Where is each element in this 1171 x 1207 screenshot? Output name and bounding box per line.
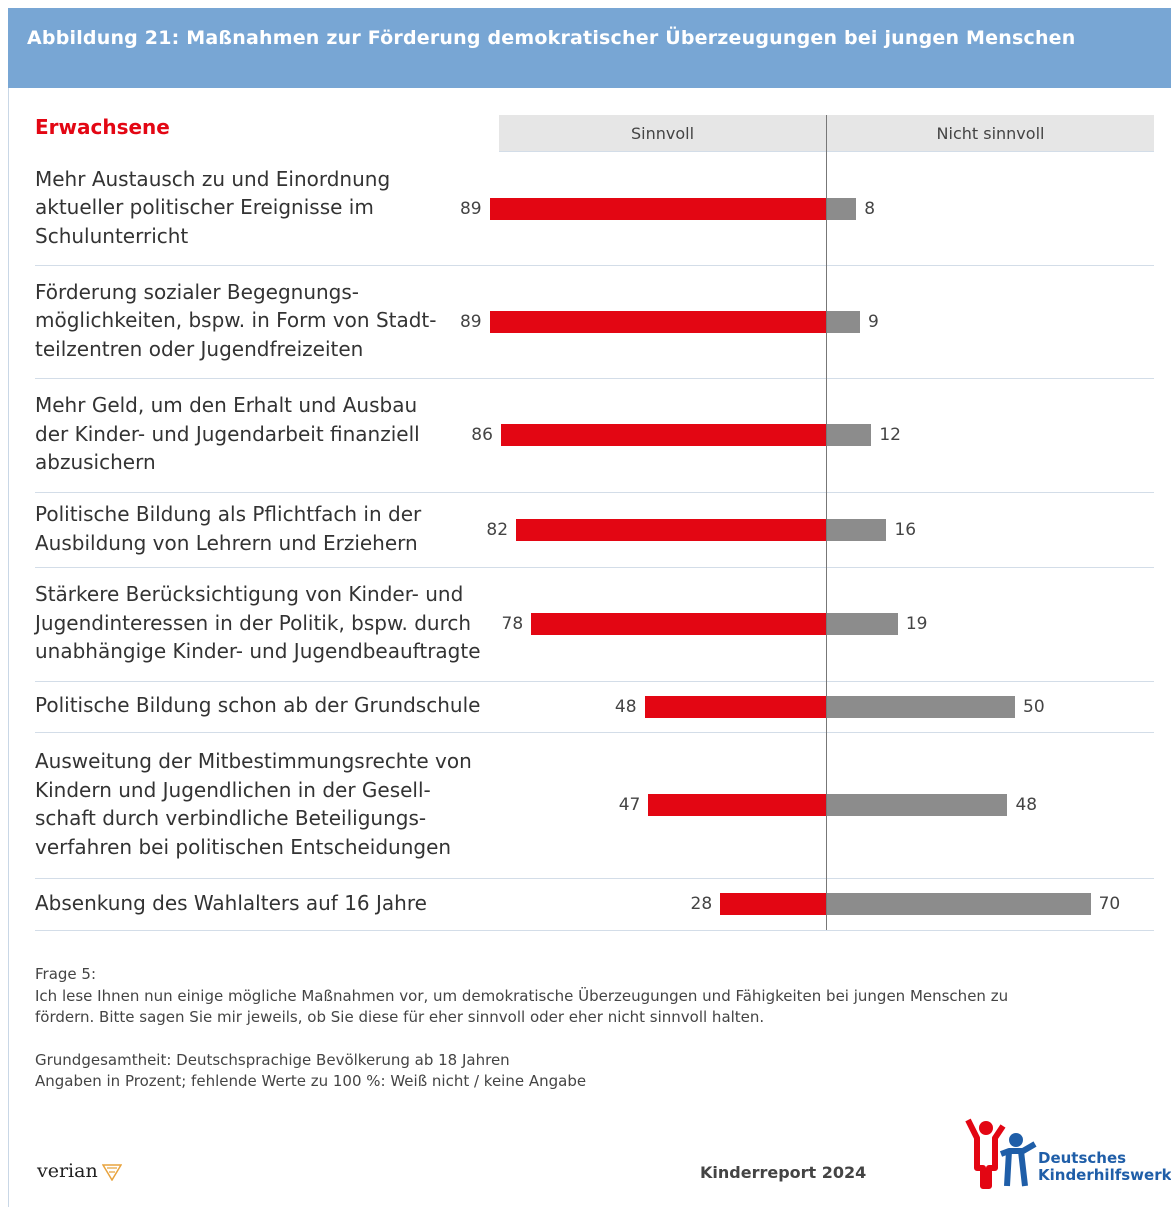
legend-sinnvoll: Sinnvoll [499,115,826,151]
bar-sinnvoll [489,310,826,333]
bar-sinnvoll [720,893,826,915]
legend-nicht-sinnvoll: Nicht sinnvoll [827,115,1154,151]
bar-nicht-sinnvoll [826,893,1091,915]
logo-figures [965,1118,1037,1189]
bar-nicht-sinnvoll [826,613,898,635]
bar-nicht-sinnvoll [826,197,857,220]
category-label: Stärkere Berücksichtigung von Kinder- un… [35,582,481,664]
category-label: Mehr Geld, um den Erhalt und Ausbau der … [35,393,420,475]
bar-sinnvoll [489,197,826,220]
logo-left: verian [37,1160,98,1182]
bar-nicht-sinnvoll [826,695,1015,718]
note: Grundgesamtheit: Deutschsprachige Bevölk… [35,1050,587,1091]
header-line [499,151,1154,152]
bar-sinnvoll [531,613,826,635]
value-label: 86 [471,425,493,445]
value-label: 50 [1023,696,1045,717]
value-label: 78 [501,614,524,634]
category-label: Mehr Austausch zu und Einordnung aktuell… [35,166,391,248]
center-line [825,115,827,930]
value-label: 9 [868,311,879,332]
value-label: 28 [690,894,713,914]
bar-nicht-sinnvoll [826,794,1008,816]
value-label: 82 [486,519,509,540]
bar-sinnvoll [516,518,826,541]
row-separator [35,492,1154,493]
row-separator [35,930,1154,931]
row-separator [35,878,1154,879]
bar-sinnvoll [648,794,826,816]
value-label: 47 [618,795,641,815]
value-label: 16 [894,519,917,540]
category-label: Absenkung des Wahlalters auf 16 Jahre [35,890,427,915]
value-label: 89 [459,198,482,219]
row-separator [35,265,1154,266]
row-separator [35,681,1154,682]
value-label: 48 [1015,795,1038,815]
value-label: 19 [905,614,928,634]
note: Ich lese Ihnen nun einige mögliche Maßna… [35,986,1009,1027]
category-label: Politische Bildung als Pflichtfach in de… [35,502,422,555]
source: Kinderreport 2024 [700,1163,867,1182]
logo-mark [102,1164,122,1181]
title: Abbildung 21: Maßnahmen zur Förderung de… [27,27,1076,49]
bar-nicht-sinnvoll [826,518,887,541]
value-label: 89 [459,311,482,332]
category-label: Ausweitung der Mitbestimmungsrechte von … [35,749,472,859]
bar-sinnvoll [644,695,826,718]
row-separator [35,378,1154,379]
note: Frage 5: [35,965,97,983]
value-label: 12 [879,425,901,445]
value-label: 48 [614,696,637,717]
notes: Frage 5: Ich lese Ihnen nun einige möglic… [35,964,1008,1114]
value-label: 8 [864,198,876,219]
frame-line [8,88,9,1207]
bar-nicht-sinnvoll [826,424,872,446]
category-label: Politische Bildung schon ab der Grundsch… [35,693,481,718]
row-separator [35,567,1154,568]
subtitle: Erwachsene [35,115,170,139]
category-label: Förderung sozialer Begegnungs- möglichke… [35,279,437,361]
bar-sinnvoll [500,424,826,446]
value-label: 70 [1098,894,1121,914]
header-bar [8,8,1171,88]
row-separator [35,732,1154,733]
logo-right: Deutsches Kinderhilfswerk [1038,1149,1171,1184]
bar-nicht-sinnvoll [826,310,861,333]
